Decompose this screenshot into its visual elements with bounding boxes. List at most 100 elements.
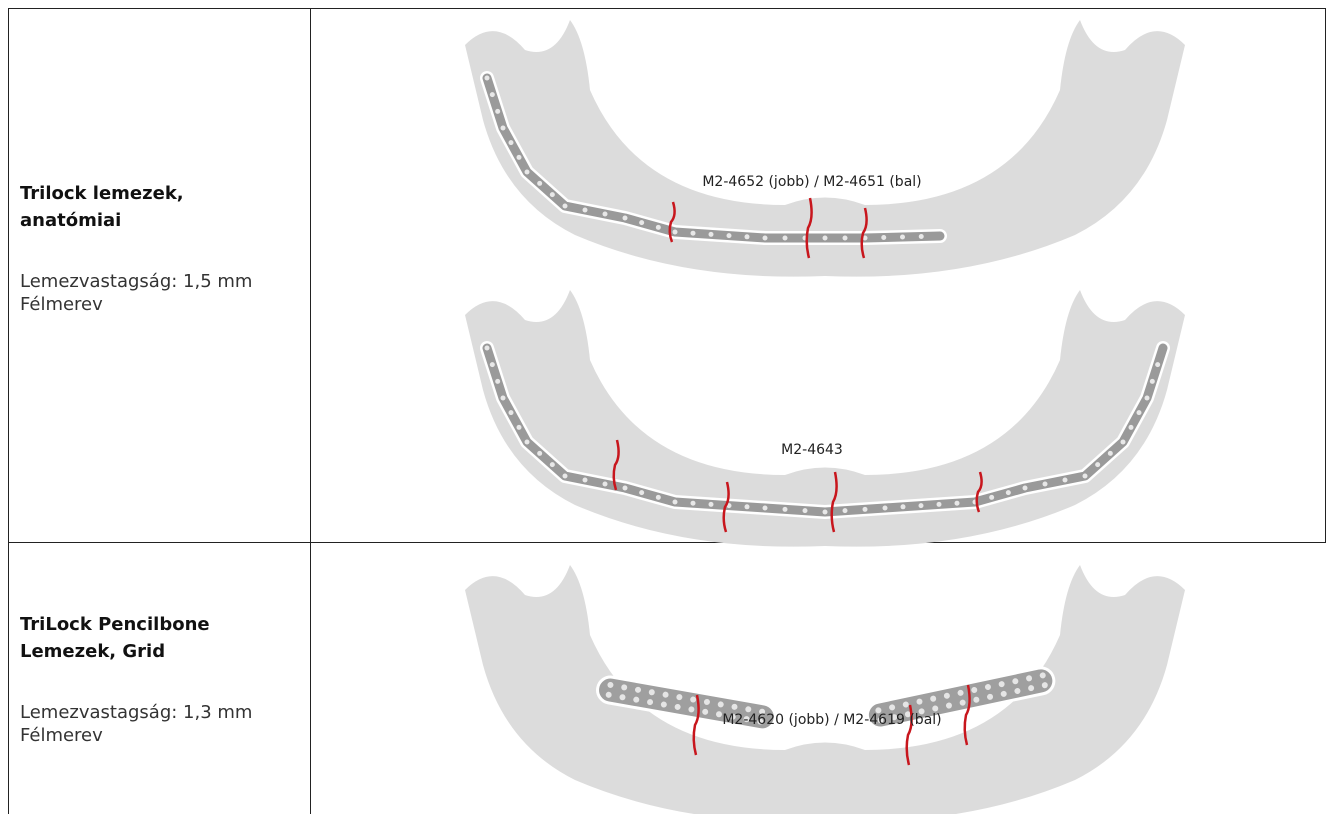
plate-hole xyxy=(1005,490,1011,496)
plate-hole xyxy=(1120,439,1126,445)
plate-hole xyxy=(619,694,626,701)
plate-hole xyxy=(1000,690,1007,697)
plate-hole xyxy=(745,706,752,713)
plate-hole xyxy=(516,154,522,160)
plate-hole xyxy=(690,230,696,236)
plate-hole xyxy=(717,701,724,708)
plate-hole xyxy=(660,701,667,708)
plate-hole xyxy=(881,235,887,240)
mandible xyxy=(465,565,1185,814)
plate-hole xyxy=(984,684,991,691)
plate-hole xyxy=(877,717,884,724)
plate-hole xyxy=(862,506,868,512)
plate-hole xyxy=(744,504,750,510)
row-title: Trilock lemezek, anatómiai xyxy=(20,183,184,231)
plate-hole xyxy=(959,699,966,706)
plate-hole xyxy=(891,714,898,721)
table-border xyxy=(8,8,1326,9)
plate-hole xyxy=(1041,682,1048,689)
mandible-illustration xyxy=(465,565,1185,814)
plate-hole xyxy=(1042,481,1048,487)
plate-hole xyxy=(647,699,654,706)
plate-hole xyxy=(1155,362,1161,368)
plate-hole xyxy=(1128,424,1134,430)
plate-hole xyxy=(918,234,924,239)
plate-hole xyxy=(582,207,588,213)
plate-hole xyxy=(622,215,628,221)
plate-hole xyxy=(1107,450,1113,456)
fracture-line xyxy=(975,471,983,513)
grid-plate xyxy=(865,666,1056,730)
row-description: Trilock lemezek, anatómiai Lemezvastagsá… xyxy=(20,180,300,316)
plate-hole xyxy=(782,506,788,512)
detail-text: Lemezvastagság: 1,5 mm xyxy=(20,271,253,292)
plate-hole xyxy=(516,424,522,430)
plate-hole xyxy=(1028,685,1035,692)
row-title: TriLock Pencilbone Lemezek, Grid xyxy=(20,614,210,662)
plate-hole xyxy=(500,125,506,131)
plate-hole xyxy=(605,691,612,698)
fracture-line xyxy=(860,207,868,259)
plate-hole xyxy=(537,450,543,456)
plate-hole xyxy=(731,703,738,710)
plate-hole xyxy=(842,508,848,514)
plate-hole xyxy=(889,704,896,711)
mandible xyxy=(465,20,1185,277)
plate-hole xyxy=(862,235,868,241)
plate-hole xyxy=(729,713,736,720)
row-details: Lemezvastagság: 1,5 mm Félmerev xyxy=(20,270,300,316)
fracture-line xyxy=(692,694,700,756)
plate-hole xyxy=(1144,395,1150,401)
detail-text: Lemezvastagság: 1,3 mm xyxy=(20,702,253,723)
detail-text: Félmerev xyxy=(20,725,103,746)
plate-hole xyxy=(989,494,995,500)
fracture-line xyxy=(668,201,676,243)
plate-hole xyxy=(690,500,696,506)
fracture-line xyxy=(722,481,730,533)
plate-hole xyxy=(708,501,714,507)
plate-hole xyxy=(508,140,514,146)
plate-hole xyxy=(1082,473,1088,479)
plate-hole xyxy=(900,234,905,240)
plate-hole xyxy=(524,169,530,175)
plate-hole xyxy=(973,696,980,703)
plate-hole xyxy=(918,708,925,715)
plate-hole xyxy=(802,508,808,514)
plate-hole xyxy=(672,229,678,235)
plate-hole xyxy=(759,708,766,715)
plate-hole xyxy=(484,345,490,351)
image-label: M2-4643 xyxy=(781,442,843,458)
plate-hole xyxy=(842,235,848,241)
plate xyxy=(865,666,1056,730)
plate-hole xyxy=(1014,688,1021,695)
plate-hole xyxy=(918,503,924,509)
plate-hole xyxy=(708,231,714,237)
plate-hole xyxy=(655,224,661,230)
plate-hole xyxy=(900,504,906,510)
plate-hole xyxy=(495,108,501,114)
plate-hole xyxy=(655,494,661,500)
plate-hole xyxy=(744,234,750,240)
plate-hole xyxy=(1022,485,1028,491)
plate-hole xyxy=(674,703,681,710)
plate-hole xyxy=(932,705,939,712)
plate-hole xyxy=(690,696,697,703)
plate-hole xyxy=(1149,378,1155,384)
plate-hole xyxy=(639,490,645,496)
plate-hole xyxy=(726,233,732,239)
mandible-illustration xyxy=(465,20,1185,277)
plate-hole xyxy=(904,711,911,718)
plate-hole xyxy=(537,180,543,186)
plate-hole xyxy=(633,696,640,703)
row-divider xyxy=(8,542,1326,543)
plate-hole xyxy=(957,689,964,696)
fracture-line xyxy=(905,704,913,766)
plate-hole xyxy=(489,92,495,98)
plate-hole xyxy=(875,707,882,714)
plate-hole xyxy=(622,485,628,491)
plate-hole xyxy=(743,716,750,723)
plate-hole xyxy=(602,481,608,487)
plate-hole xyxy=(702,708,709,715)
plate-hole xyxy=(639,220,645,226)
column-divider xyxy=(310,8,311,814)
